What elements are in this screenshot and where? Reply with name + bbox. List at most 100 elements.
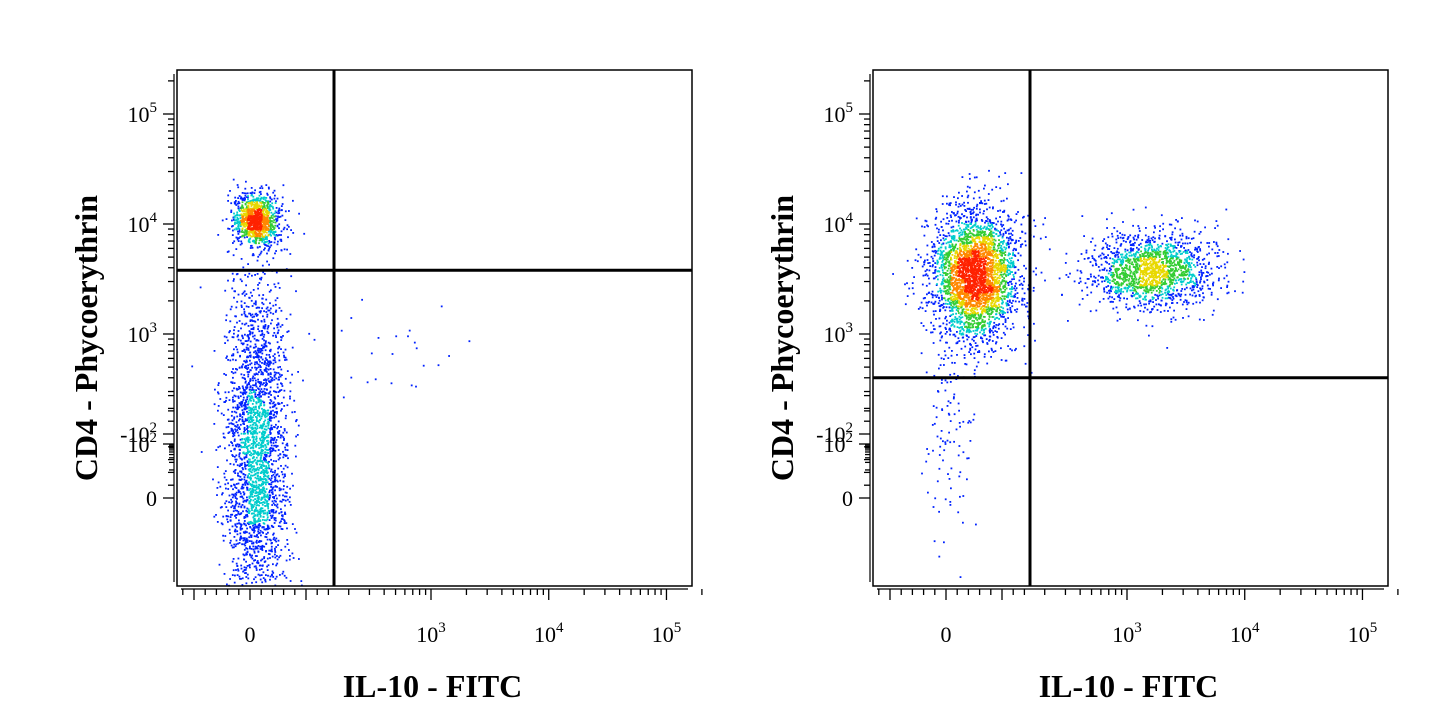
event-point (994, 350, 997, 352)
event-point (261, 480, 264, 483)
event-point (272, 480, 274, 483)
event-point (253, 485, 256, 487)
event-point (257, 500, 260, 502)
event-point (215, 514, 217, 516)
event-point (1095, 264, 1098, 266)
event-point (276, 243, 279, 246)
event-point (920, 301, 923, 304)
event-point (265, 543, 268, 545)
event-point (1216, 255, 1219, 258)
event-point (260, 209, 262, 211)
event-point (234, 503, 237, 506)
event-point (983, 187, 985, 190)
event-point (1116, 230, 1119, 233)
event-point (276, 225, 279, 228)
event-point (267, 201, 269, 203)
event-point (247, 403, 249, 406)
event-point (1017, 240, 1020, 242)
event-point (1216, 245, 1219, 248)
event-point (260, 404, 262, 407)
event-point (258, 564, 261, 567)
event-point (1189, 287, 1192, 290)
event-point (966, 207, 969, 210)
event-point (241, 229, 244, 231)
event-point (248, 212, 251, 215)
event-point (280, 336, 283, 339)
event-point (1145, 324, 1148, 327)
event-point (255, 510, 258, 512)
event-point (921, 283, 924, 286)
event-point (938, 467, 941, 470)
event-point (973, 339, 975, 342)
event-point (247, 375, 250, 378)
event-point (259, 529, 262, 532)
event-point (270, 483, 273, 486)
event-point (258, 191, 261, 194)
event-point (1018, 300, 1021, 303)
event-point (1007, 317, 1009, 319)
event-point (240, 258, 243, 260)
event-point (997, 210, 999, 212)
event-point (257, 453, 260, 455)
event-point (1011, 349, 1013, 352)
event-point (269, 381, 272, 383)
event-point (280, 408, 283, 410)
event-point (964, 209, 967, 211)
event-point (274, 485, 277, 488)
event-point (255, 213, 258, 216)
event-point (295, 455, 297, 458)
event-point (949, 402, 952, 404)
event-point (274, 511, 277, 514)
event-point (1125, 240, 1127, 243)
event-point (1067, 276, 1070, 278)
event-point (1021, 243, 1024, 246)
event-point (1196, 286, 1199, 288)
event-point (259, 190, 262, 193)
event-point (242, 212, 245, 215)
event-point (256, 225, 259, 228)
event-point (248, 426, 250, 428)
event-point (274, 390, 277, 393)
event-point (1105, 286, 1108, 288)
event-point (256, 466, 259, 469)
event-point (941, 203, 944, 205)
event-point (254, 492, 257, 495)
event-point (233, 216, 236, 219)
event-point (251, 387, 254, 389)
event-point (254, 514, 257, 517)
event-point (276, 555, 278, 557)
event-point (242, 468, 244, 471)
event-point (263, 522, 266, 525)
event-point (248, 409, 251, 412)
event-point (249, 227, 252, 230)
event-point (269, 428, 271, 430)
event-point (253, 230, 255, 232)
event-point (942, 459, 944, 462)
event-point (269, 416, 272, 419)
event-point (1146, 241, 1149, 244)
event-point (248, 312, 250, 315)
event-point (261, 338, 264, 340)
event-point (924, 259, 926, 262)
event-point (261, 510, 263, 513)
event-point (245, 500, 248, 503)
event-point (250, 205, 253, 207)
event-point (1089, 261, 1092, 263)
event-point (269, 450, 272, 453)
event-point (279, 366, 281, 368)
event-point (990, 347, 993, 350)
event-point (266, 422, 269, 425)
event-point (263, 411, 265, 413)
event-point (252, 216, 254, 219)
event-point (246, 205, 248, 208)
event-point (254, 445, 257, 448)
event-point (259, 515, 262, 517)
event-point (251, 254, 254, 257)
event-point (264, 226, 267, 229)
event-point (947, 357, 950, 359)
event-point (263, 453, 266, 456)
event-point (278, 227, 280, 230)
event-point (295, 419, 298, 421)
event-point (271, 377, 274, 379)
event-point (257, 284, 259, 286)
